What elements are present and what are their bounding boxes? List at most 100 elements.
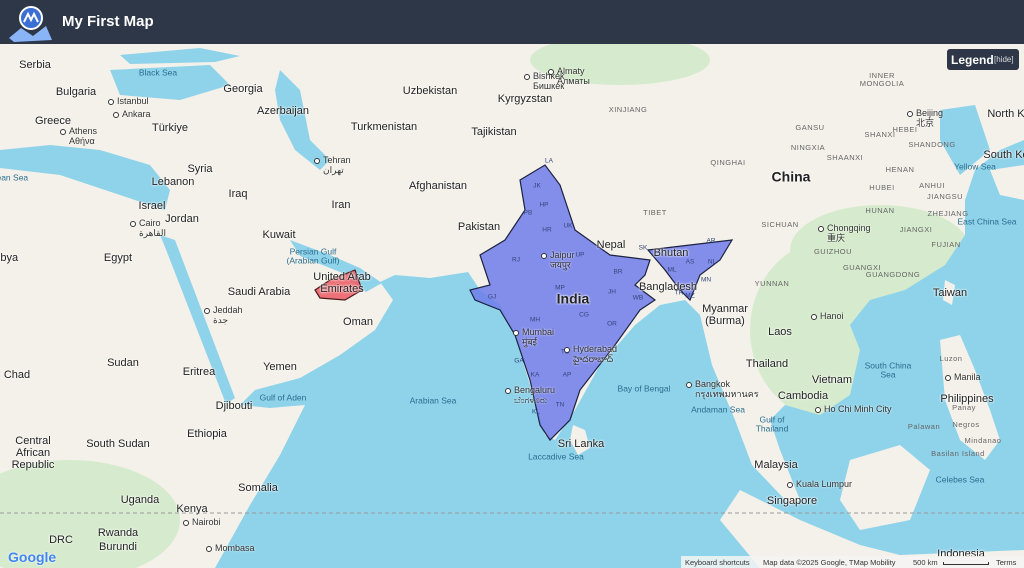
country-label: Philippines bbox=[940, 392, 994, 405]
water-label: Persian Gulf (Arabian Gulf) bbox=[286, 246, 340, 266]
country-label: North Korea bbox=[987, 107, 1024, 120]
state-label: CG bbox=[579, 311, 589, 319]
state-label: AS bbox=[685, 258, 695, 266]
india-highlight[interactable] bbox=[469, 164, 657, 441]
region-label: Negros bbox=[952, 419, 980, 429]
region-label: SHANXI bbox=[864, 129, 896, 139]
legend-toggle[interactable]: [hide] bbox=[994, 55, 1014, 64]
state-label: OR bbox=[607, 320, 617, 328]
state-label: JH bbox=[608, 288, 616, 296]
city-native-name: กรุงเทพมหานคร bbox=[695, 388, 759, 399]
country-label: Türkiye bbox=[151, 121, 189, 134]
city-label: Hyderabad హైదరాబాద్ bbox=[564, 344, 618, 365]
map-title: My First Map bbox=[62, 13, 154, 30]
city-name: Hyderabad bbox=[573, 344, 618, 354]
uae-highlight[interactable] bbox=[314, 269, 363, 301]
google-logo[interactable]: Google bbox=[8, 549, 57, 565]
country-label: Greece bbox=[34, 114, 72, 127]
country-label: Libya bbox=[0, 251, 19, 264]
region-label: Luzon bbox=[939, 353, 963, 363]
attribution-bar: Keyboard shortcuts Map data ©2025 Google… bbox=[681, 556, 1024, 568]
country-label: Yemen bbox=[263, 360, 297, 373]
country-label: Turkmenistan bbox=[350, 120, 418, 133]
region-label: Mindanao bbox=[964, 435, 1002, 445]
region-label: JIANGSU bbox=[926, 191, 964, 201]
region-label: INNER MONGOLIA bbox=[859, 70, 905, 88]
water-label: Arabian Sea bbox=[409, 395, 457, 406]
country-label: Bangladesh bbox=[638, 280, 698, 293]
city-label: Kuala Lumpur bbox=[787, 479, 852, 490]
region-label: XINJIANG bbox=[608, 104, 648, 114]
country-label: Jordan bbox=[165, 212, 199, 225]
state-label: AR bbox=[706, 237, 716, 245]
state-label: BR bbox=[613, 268, 623, 276]
city-name: Ankara bbox=[122, 109, 151, 119]
city-label: Athens Αθήνα bbox=[60, 126, 98, 147]
city-marker bbox=[945, 374, 951, 381]
country-label: South Sudan bbox=[86, 437, 150, 450]
country-label: Kuwait bbox=[262, 228, 296, 241]
city-label: Hanoi bbox=[811, 311, 844, 322]
country-label: Malaysia bbox=[754, 458, 798, 471]
city-marker bbox=[548, 68, 554, 75]
city-name: Bishkek bbox=[533, 71, 565, 81]
country-label: Oman bbox=[343, 315, 373, 328]
city-label: Beijing 北京 bbox=[907, 108, 943, 129]
region-label: GUIZHOU bbox=[813, 246, 853, 256]
state-label: TR bbox=[674, 289, 684, 297]
country-label: Chad bbox=[3, 368, 31, 381]
state-label: AP bbox=[562, 371, 572, 379]
state-label: SK bbox=[638, 244, 648, 252]
city-name: Mumbai bbox=[522, 327, 555, 337]
city-name: Athens bbox=[69, 126, 98, 136]
city-label: Istanbul bbox=[108, 96, 149, 107]
state-label: GJ bbox=[487, 293, 497, 301]
state-label: RJ bbox=[512, 256, 520, 264]
country-label: India bbox=[556, 290, 590, 307]
india-northeast-highlight[interactable] bbox=[646, 239, 734, 302]
country-label: Georgia bbox=[223, 82, 263, 95]
city-label: Nairobi bbox=[183, 517, 221, 528]
terms[interactable]: Terms bbox=[996, 558, 1017, 567]
city-marker bbox=[787, 481, 793, 488]
water bbox=[0, 48, 1024, 568]
state-label: MH bbox=[529, 316, 541, 324]
water-label: Mediterranean Sea bbox=[0, 172, 29, 183]
region-label: Basilan Island bbox=[931, 448, 985, 458]
city-native-name: 重庆 bbox=[827, 232, 846, 243]
state-label: LA bbox=[545, 157, 553, 165]
state-label: GA bbox=[514, 357, 524, 365]
country-label: Syria bbox=[187, 162, 213, 175]
region-label: TIBET bbox=[643, 207, 667, 217]
scale-label[interactable]: 500 km bbox=[913, 558, 938, 567]
country-label: Burundi bbox=[99, 540, 137, 553]
region-label: HEBEI bbox=[892, 124, 918, 134]
region-label: Panay bbox=[952, 402, 976, 412]
city-name: Nairobi bbox=[192, 517, 221, 527]
city-label: Bangkok กรุงเทพมหานคร bbox=[686, 379, 759, 400]
country-label: Central African Republic bbox=[11, 434, 55, 472]
keyboard-shortcuts[interactable]: Keyboard shortcuts bbox=[685, 558, 750, 567]
city-name: Manila bbox=[954, 372, 981, 382]
water-label: Laccadive Sea bbox=[528, 451, 584, 462]
city-label: Jaipur जयपुर bbox=[541, 250, 575, 271]
country-label: Egypt bbox=[103, 251, 133, 264]
country-label: Nepal bbox=[596, 238, 626, 251]
city-label: Almaty Алматы bbox=[548, 66, 590, 87]
city-native-name: హైదరాబాద్ bbox=[573, 353, 614, 364]
country-label: Djibouti bbox=[215, 399, 253, 412]
water-label: Black Sea bbox=[138, 67, 178, 78]
city-native-name: القاهرة bbox=[139, 227, 166, 238]
region-label: GANSU bbox=[795, 122, 825, 132]
region-label: HUNAN bbox=[865, 205, 895, 215]
city-name: Hanoi bbox=[820, 311, 844, 321]
attribution: Map data ©2025 Google, TMap Mobility bbox=[763, 558, 896, 567]
state-label: HP bbox=[539, 201, 549, 209]
country-label: Serbia bbox=[19, 58, 51, 71]
legend: Legend [hide] bbox=[947, 49, 1019, 70]
city-native-name: Бишкек bbox=[533, 80, 565, 91]
city-marker bbox=[108, 98, 114, 105]
scale-bar bbox=[943, 562, 989, 565]
water-label: Andaman Sea bbox=[691, 404, 745, 415]
state-label: HR bbox=[542, 226, 552, 234]
